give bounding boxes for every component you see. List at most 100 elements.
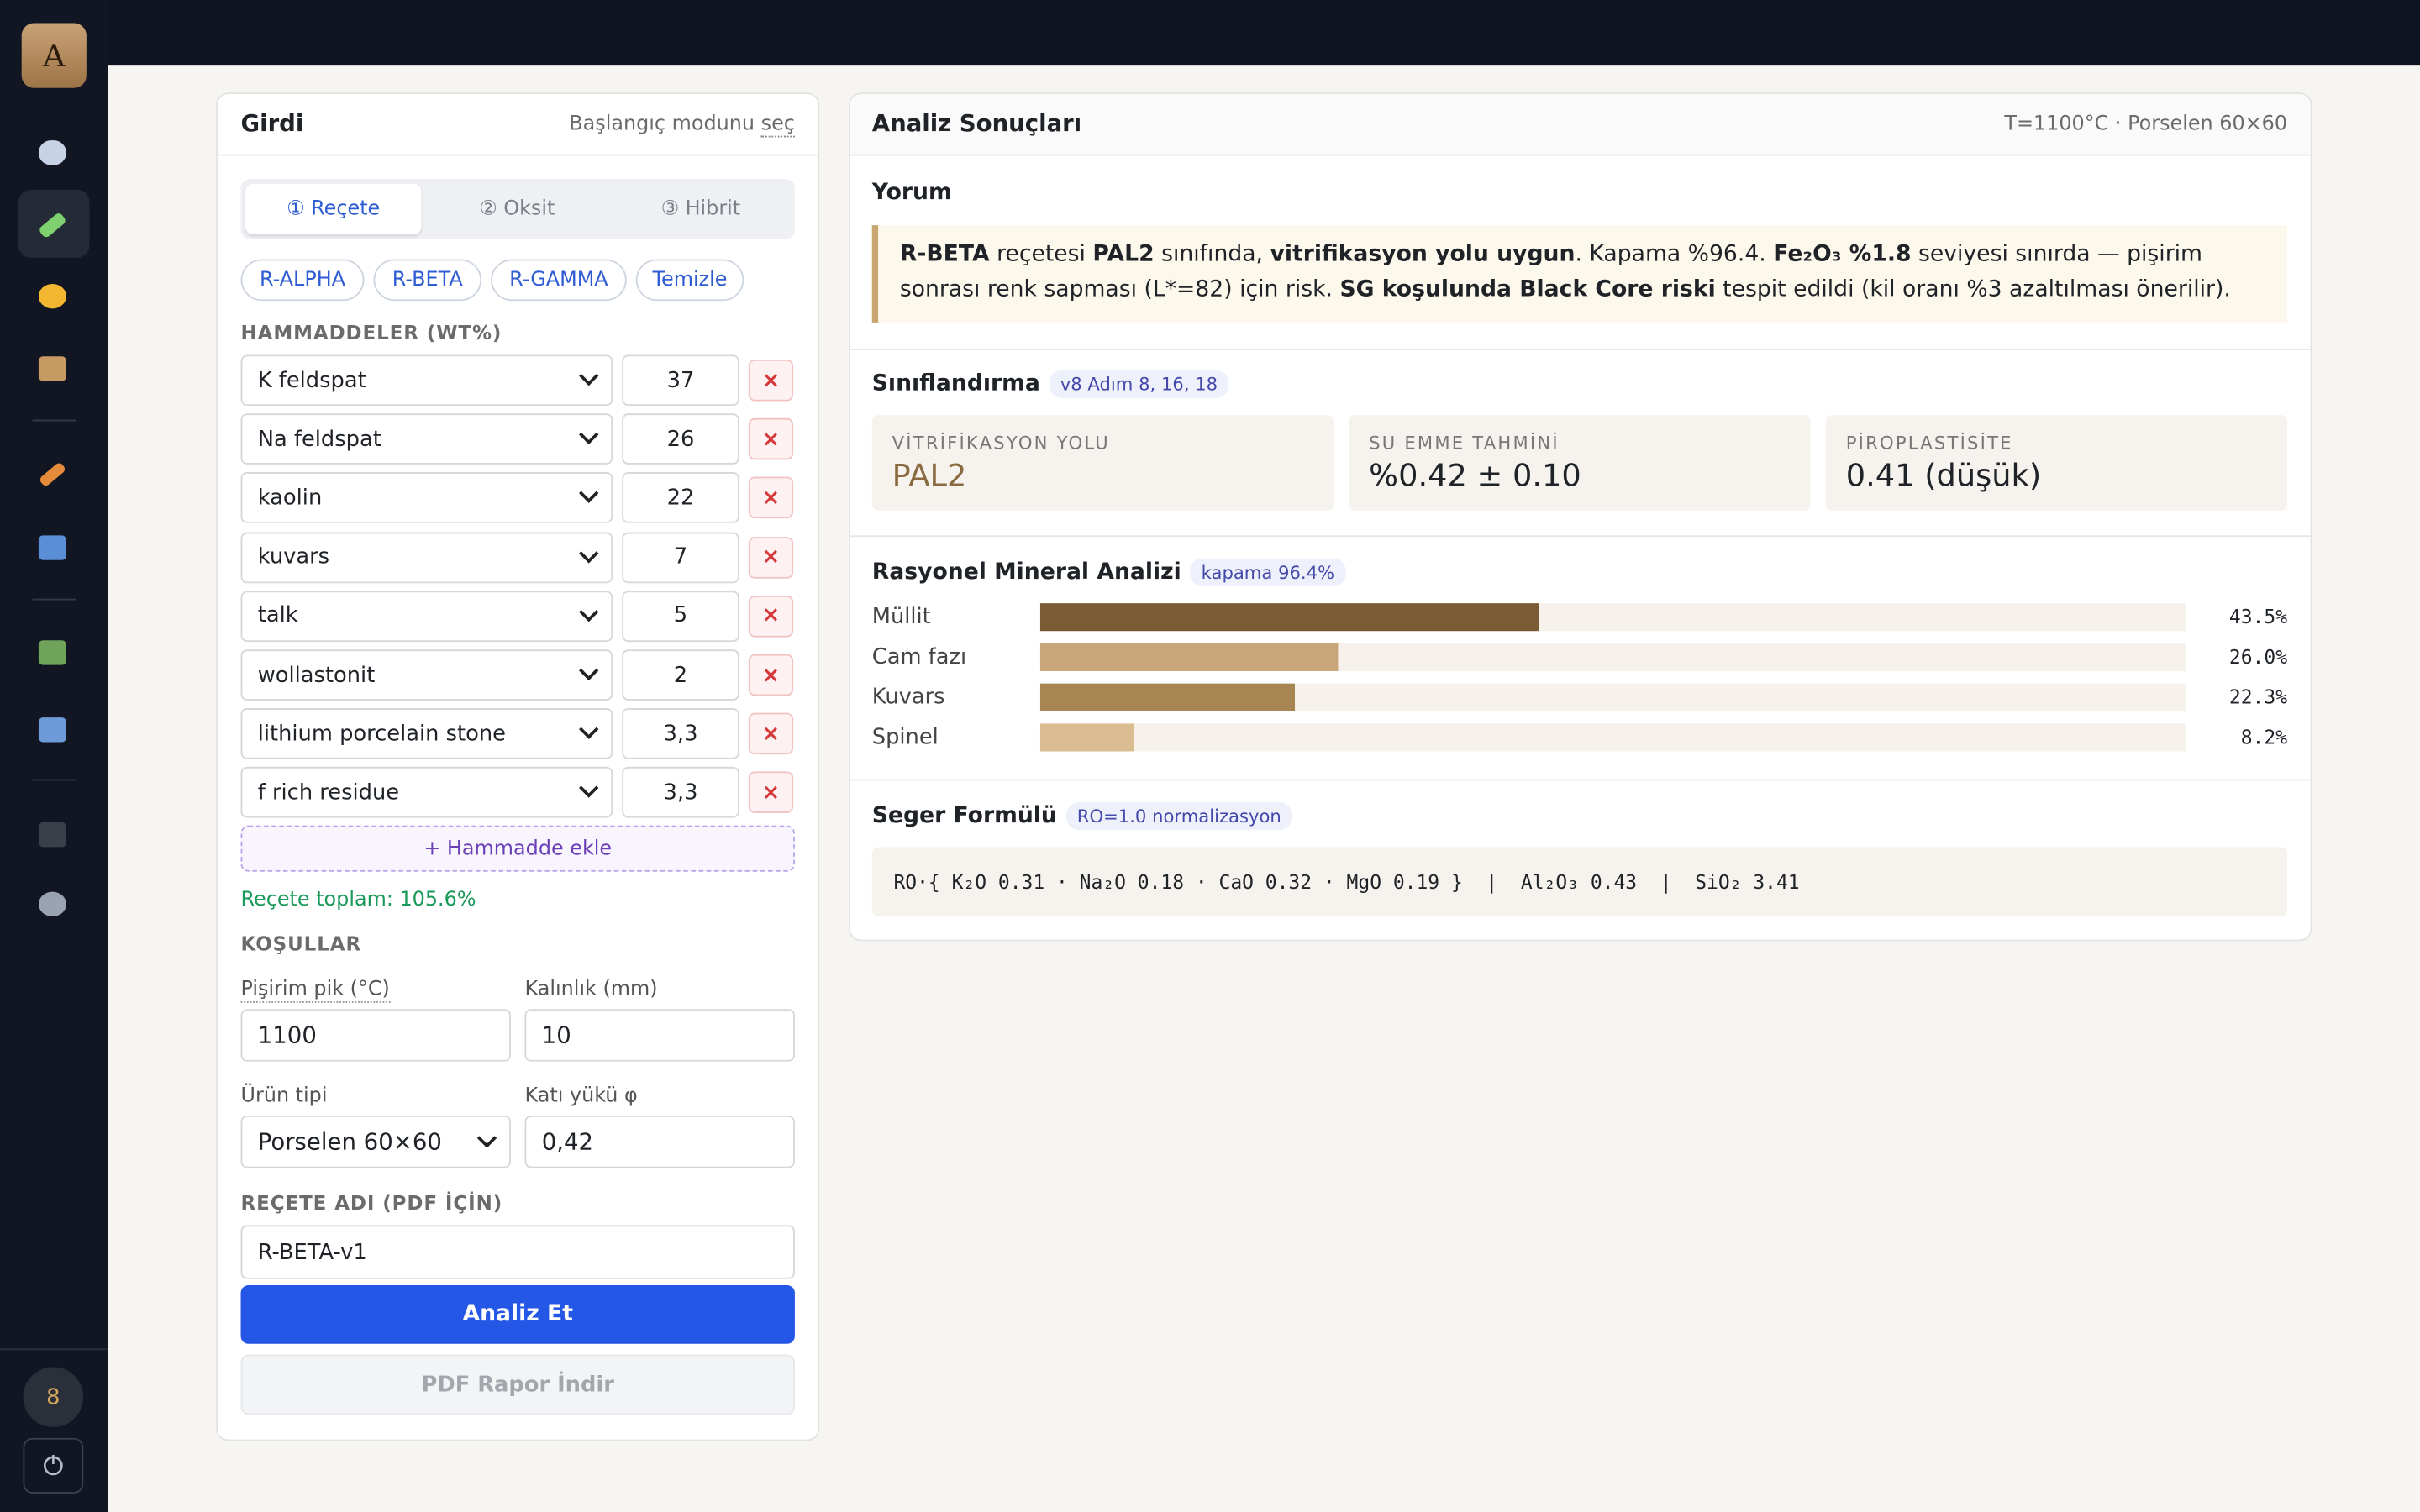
nav-icon[interactable] — [38, 461, 67, 488]
comment-text: sınıfında, — [1154, 242, 1270, 267]
analyze-button[interactable]: Analiz Et — [240, 1284, 795, 1344]
comment-text: tespit edildi (kil oranı %3 azaltılması … — [1715, 277, 2231, 302]
material-amount[interactable]: 7 — [622, 531, 739, 583]
metric-label: SU EMME TAHMİNİ — [1369, 432, 1560, 454]
comment-box: R-BETA reçetesi PAL2 sınıfında, vitrifik… — [871, 225, 2288, 323]
seger-formula: RO·{ K₂O 0.31 · Na₂O 0.18 · CaO 0.32 · M… — [871, 847, 2288, 917]
power-button[interactable] — [23, 1437, 84, 1494]
comment-emphasis: R-BETA — [899, 242, 990, 267]
preset-button[interactable]: R-ALPHA — [240, 259, 365, 302]
remove-button[interactable]: × — [748, 359, 794, 402]
material-select[interactable]: wollastonit — [240, 649, 613, 701]
avatar[interactable]: A — [21, 23, 87, 88]
clear-button[interactable]: Temizle — [635, 259, 744, 302]
material-amount[interactable]: 3,3 — [622, 708, 739, 760]
nav-icon[interactable] — [38, 640, 66, 665]
hint: Başlangıç modunu seç — [569, 113, 795, 138]
card-title: Girdi — [240, 109, 304, 138]
field-label: Katı yükü φ — [524, 1084, 638, 1108]
card-header — [850, 94, 2311, 155]
add-material[interactable]: + Hammadde ekle — [240, 825, 795, 872]
pdf-button[interactable]: PDF Rapor İndir — [240, 1354, 795, 1415]
heading-text: Rasyonel Mineral Analizi — [871, 559, 1181, 585]
material-select[interactable]: lithium porcelain stone — [240, 708, 613, 760]
nav-icon[interactable] — [38, 535, 66, 560]
remove-button[interactable]: × — [748, 712, 794, 755]
divider — [850, 349, 2311, 350]
remove-button[interactable]: × — [748, 418, 794, 460]
recipe-name-input[interactable]: R-BETA-v1 — [240, 1225, 795, 1279]
section-heading: Rasyonel Mineral Analizi kapama 96.4% — [871, 558, 1345, 586]
material-amount[interactable]: 26 — [622, 413, 739, 465]
field-input[interactable]: 0,42 — [524, 1115, 795, 1168]
remove-button[interactable]: × — [748, 772, 794, 814]
metric-value: %0.42 ± 0.10 — [1369, 456, 1581, 494]
mineral-name: Müllit — [871, 604, 931, 630]
nav-icon[interactable] — [38, 283, 66, 309]
hint-link[interactable]: seç — [760, 113, 795, 138]
remove-button[interactable]: × — [748, 595, 794, 638]
preset-button[interactable]: R-GAMMA — [491, 259, 627, 302]
section-heading: Yorum — [871, 180, 952, 206]
mineral-name: Cam fazı — [871, 644, 967, 670]
badge[interactable]: 8 — [23, 1367, 84, 1427]
metric-card — [1349, 415, 1811, 511]
bar-value: 26.0% — [2228, 644, 2288, 669]
section-heading: HAMMADDELER (WT%) — [240, 321, 502, 344]
material-select[interactable]: Na feldspat — [240, 413, 613, 465]
comment-emphasis: SG koşulunda Black Core riski — [1339, 277, 1716, 302]
material-select[interactable]: K feldspat — [240, 354, 613, 407]
material-select[interactable]: kaolin — [240, 472, 613, 524]
remove-button[interactable]: × — [748, 536, 794, 579]
field-input[interactable]: Porselen 60×60 — [240, 1115, 511, 1168]
field-label: Pişirim pik (°C) — [240, 978, 390, 1003]
bar-value: 43.5% — [2228, 604, 2288, 628]
hint-text: Başlangıç modunu — [569, 113, 761, 136]
comment-text: seviyesi sınırda — pişirim sonrası renk … — [899, 242, 2210, 302]
metric-card — [871, 415, 1334, 511]
comment-emphasis: Fe₂O₃ %1.8 — [1773, 242, 1912, 267]
comment-emphasis: vitrifikasyon yolu uygun — [1270, 242, 1576, 267]
field-input[interactable]: 1100 — [240, 1009, 511, 1062]
tab[interactable]: ② Oksit — [479, 197, 555, 221]
field-input[interactable]: 10 — [524, 1009, 795, 1062]
material-amount[interactable]: 2 — [622, 649, 739, 701]
bar — [1039, 723, 1134, 752]
comment-text: reçetesi — [989, 242, 1093, 267]
mineral-name: Kuvars — [871, 685, 945, 710]
tab[interactable]: ③ Hibrit — [660, 197, 741, 221]
nav-icon[interactable] — [38, 140, 66, 165]
material-select[interactable]: f rich residue — [240, 767, 613, 819]
preset-button[interactable]: R-BETA — [373, 259, 482, 302]
metric-value: PAL2 — [892, 456, 967, 494]
badge: RO=1.0 normalizasyon — [1065, 802, 1292, 831]
material-amount[interactable]: 22 — [622, 472, 739, 524]
nav-icon[interactable] — [38, 822, 66, 848]
field-label: Kalınlık (mm) — [524, 978, 658, 1002]
metric-card — [1825, 415, 2288, 511]
remove-button[interactable]: × — [748, 477, 794, 519]
recipe-total: Reçete toplam: 105.6% — [240, 888, 476, 912]
nav-icon[interactable] — [38, 356, 66, 381]
material-amount[interactable]: 5 — [622, 591, 739, 642]
nav-icon[interactable] — [38, 891, 66, 917]
nav-icon[interactable] — [38, 717, 66, 743]
comment-emphasis: PAL2 — [1092, 242, 1155, 267]
material-select[interactable]: talk — [240, 591, 613, 642]
material-amount[interactable]: 37 — [622, 354, 739, 407]
power-icon — [43, 1455, 63, 1476]
bar — [1039, 643, 1339, 671]
mineral-name: Spinel — [871, 725, 939, 750]
tab[interactable]: ① Reçete — [245, 183, 422, 235]
divider — [32, 779, 76, 781]
bar-value: 8.2% — [2240, 725, 2288, 748]
material-amount[interactable]: 3,3 — [622, 767, 739, 819]
bar — [1039, 683, 1296, 711]
card-title: Analiz Sonuçları — [871, 109, 1082, 138]
material-select[interactable]: kuvars — [240, 531, 613, 583]
field-label: Ürün tipi — [240, 1084, 328, 1108]
remove-button[interactable]: × — [748, 654, 794, 696]
divider — [850, 535, 2311, 538]
